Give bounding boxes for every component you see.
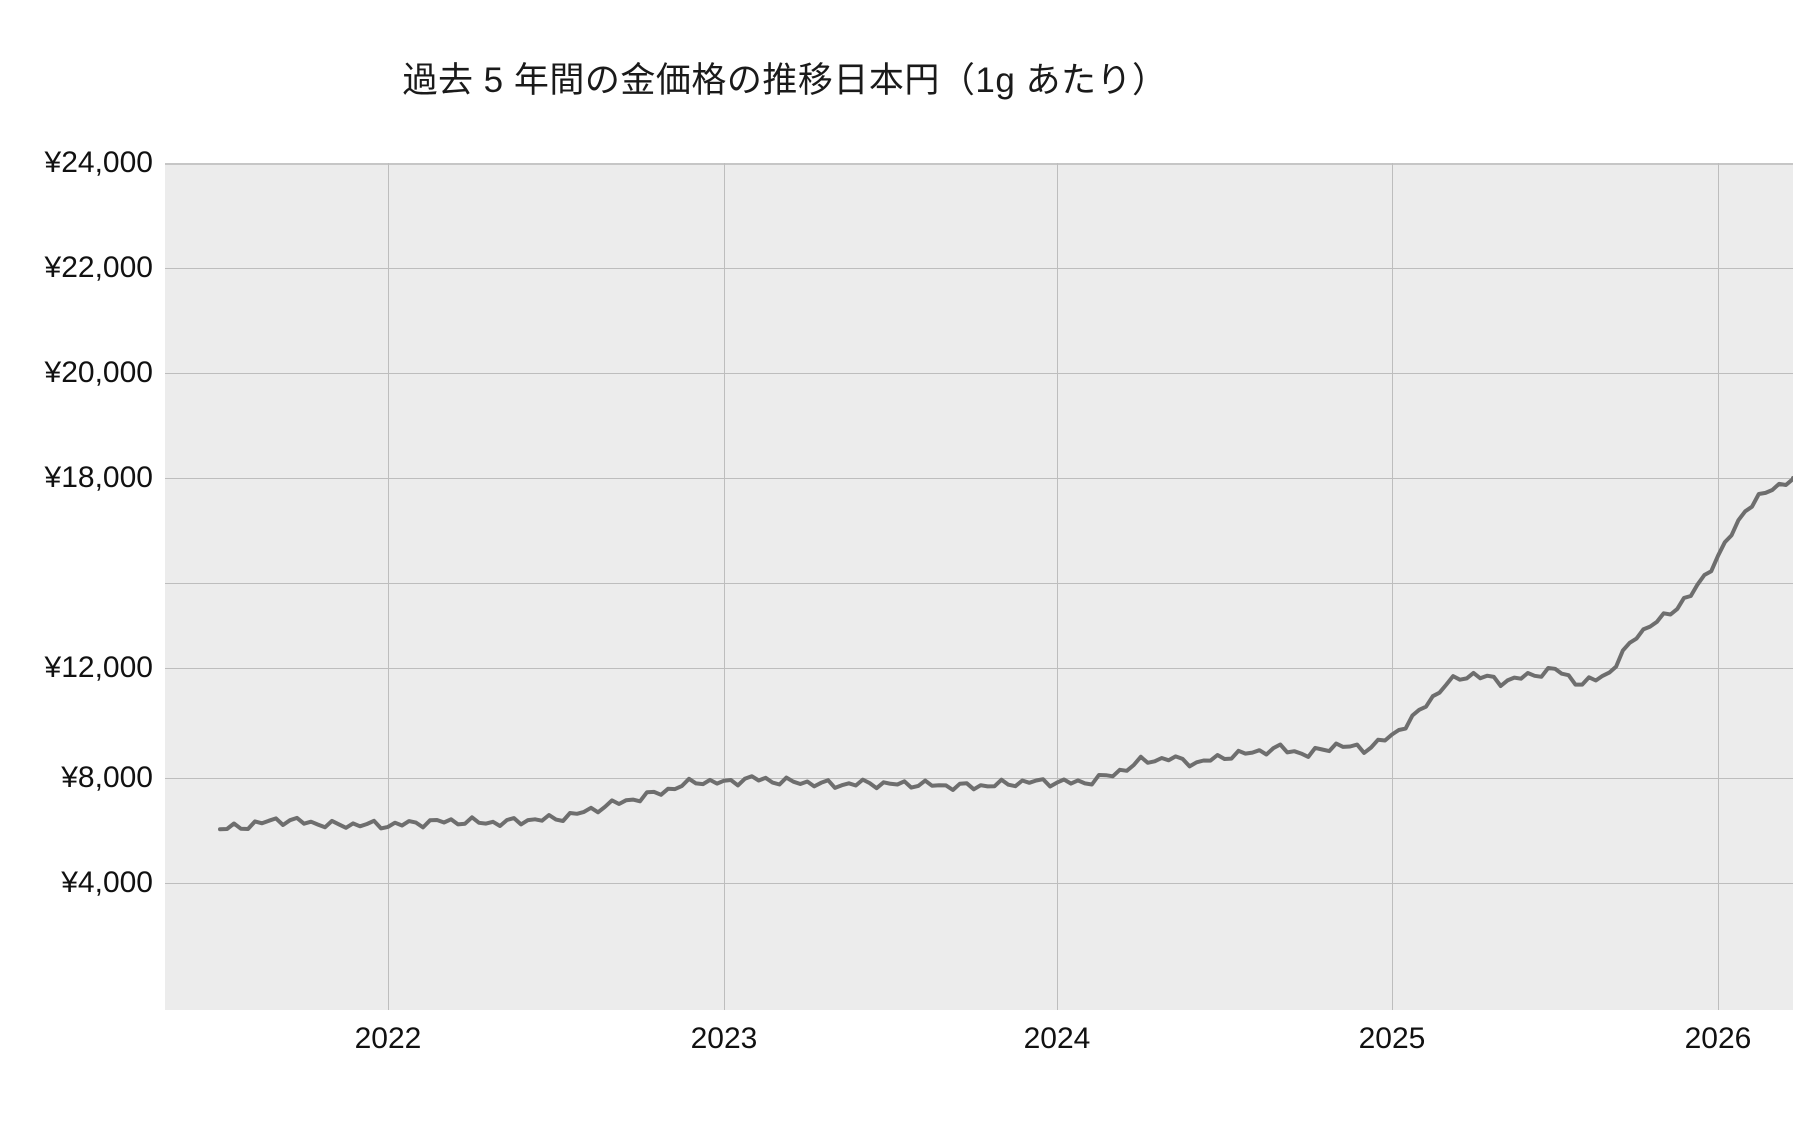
y-axis-tick-label: ¥24,000 [44,146,153,179]
gridline-horizontal [165,478,1793,479]
y-axis-tick-label: ¥20,000 [44,356,153,389]
gridline-vertical [1057,163,1058,1010]
gridline-vertical [388,163,389,1010]
x-axis-tick-label: 2023 [690,1022,758,1055]
gridline-horizontal [165,883,1793,884]
y-axis-tick-label: ¥12,000 [44,651,153,684]
x-axis-tick-label: 2026 [1684,1022,1752,1055]
gridline-horizontal [165,668,1793,669]
gridline-horizontal [165,583,1793,584]
plot-area [165,163,1793,1010]
gridline-horizontal [165,373,1793,374]
x-axis-tick-label: 2025 [1358,1022,1426,1055]
gridline-vertical [1392,163,1393,1010]
plot-top-border [165,163,1793,165]
y-axis-tick-label: ¥8,000 [61,761,153,794]
x-axis-tick-label: 2024 [1023,1022,1091,1055]
y-axis-tick-label: ¥22,000 [44,251,153,284]
x-axis-tick-label: 2022 [354,1022,422,1055]
gridline-vertical [724,163,725,1010]
price-line-series [218,476,1793,832]
chart-title: 過去 5 年間の金価格の推移日本円（1g あたり） [402,61,1168,100]
y-axis-tick-label: ¥4,000 [61,866,153,899]
gridline-horizontal [165,778,1793,779]
gridline-vertical [1718,163,1719,1010]
y-axis-tick-label: ¥18,000 [44,461,153,494]
gridline-horizontal [165,268,1793,269]
